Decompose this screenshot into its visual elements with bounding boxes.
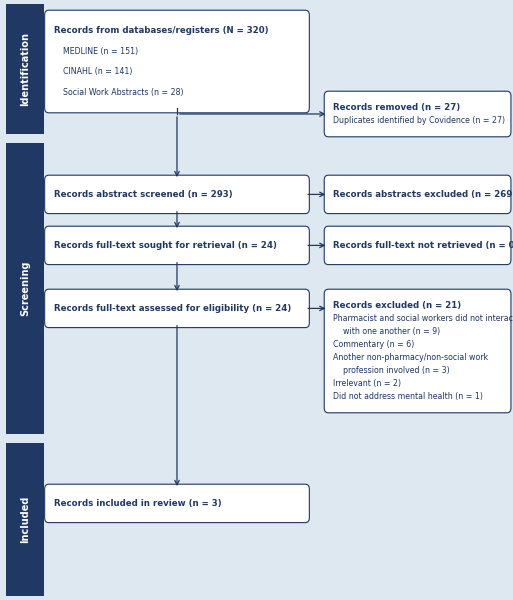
FancyBboxPatch shape	[324, 226, 511, 265]
Bar	[6, 143, 44, 434]
Text: Screening: Screening	[20, 261, 30, 316]
Text: MEDLINE (n = 151): MEDLINE (n = 151)	[63, 47, 138, 56]
Text: profession involved (n = 3): profession involved (n = 3)	[343, 366, 449, 375]
Bar	[6, 443, 44, 596]
Text: Records abstracts excluded (n = 269): Records abstracts excluded (n = 269)	[333, 190, 513, 199]
Bar	[3, 143, 510, 434]
Text: Pharmacist and social workers did not interact: Pharmacist and social workers did not in…	[333, 314, 513, 323]
Text: Records removed (n = 27): Records removed (n = 27)	[333, 103, 461, 112]
Text: Irrelevant (n = 2): Irrelevant (n = 2)	[333, 379, 402, 388]
Text: Records full-text not retrieved (n = 0): Records full-text not retrieved (n = 0)	[333, 241, 513, 250]
Bar	[3, 4, 510, 134]
FancyBboxPatch shape	[45, 484, 309, 523]
Text: Social Work Abstracts (n = 28): Social Work Abstracts (n = 28)	[63, 88, 184, 97]
FancyBboxPatch shape	[45, 289, 309, 328]
FancyBboxPatch shape	[45, 226, 309, 265]
Text: Another non-pharmacy/non-social work: Another non-pharmacy/non-social work	[333, 353, 488, 362]
FancyBboxPatch shape	[324, 91, 511, 137]
Text: Records full-text sought for retrieval (n = 24): Records full-text sought for retrieval (…	[54, 241, 277, 250]
Bar	[6, 4, 44, 134]
Text: Duplicates identified by Covidence (n = 27): Duplicates identified by Covidence (n = …	[333, 116, 505, 125]
Text: Included: Included	[20, 496, 30, 543]
Bar	[3, 443, 510, 596]
Text: Records excluded (n = 21): Records excluded (n = 21)	[333, 301, 462, 310]
FancyBboxPatch shape	[45, 10, 309, 113]
FancyBboxPatch shape	[324, 289, 511, 413]
Text: Did not address mental health (n = 1): Did not address mental health (n = 1)	[333, 392, 483, 401]
FancyBboxPatch shape	[324, 175, 511, 214]
Text: Identification: Identification	[20, 32, 30, 106]
Text: Records from databases/registers (N = 320): Records from databases/registers (N = 32…	[54, 26, 268, 35]
Text: Commentary (n = 6): Commentary (n = 6)	[333, 340, 415, 349]
FancyBboxPatch shape	[45, 175, 309, 214]
Text: Records abstract screened (n = 293): Records abstract screened (n = 293)	[54, 190, 232, 199]
Text: Records included in review (n = 3): Records included in review (n = 3)	[54, 499, 222, 508]
Text: CINAHL (n = 141): CINAHL (n = 141)	[63, 67, 132, 76]
Text: Records full-text assessed for eligibility (n = 24): Records full-text assessed for eligibili…	[54, 304, 291, 313]
Text: with one another (n = 9): with one another (n = 9)	[343, 327, 440, 336]
